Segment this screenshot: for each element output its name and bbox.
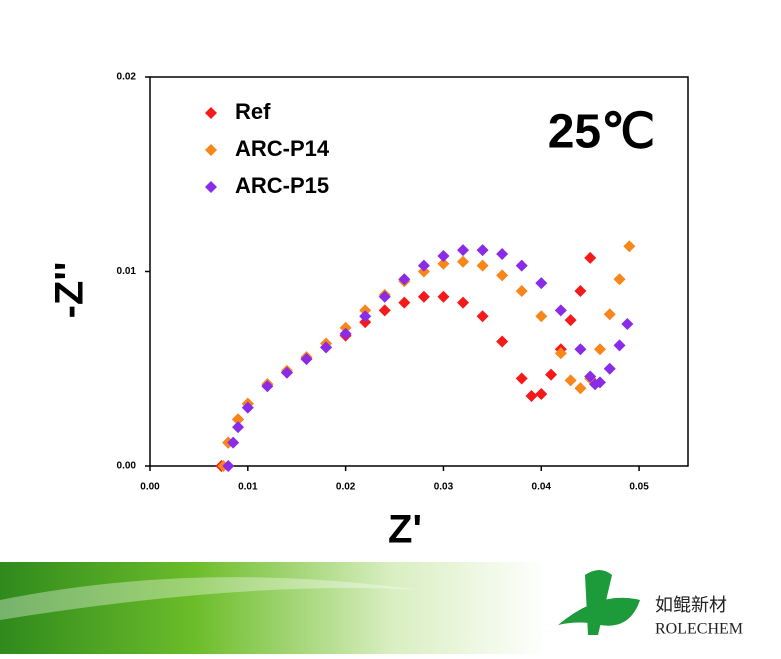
- data-point: [564, 374, 577, 387]
- data-point: [437, 257, 450, 270]
- data-point: [378, 290, 391, 303]
- data-point: [525, 389, 538, 402]
- data-point: [496, 269, 509, 282]
- data-point: [593, 343, 606, 356]
- data-point: [545, 368, 558, 381]
- data-point: [280, 366, 293, 379]
- legend-marker: [205, 107, 217, 119]
- data-point: [584, 251, 597, 264]
- data-point: [554, 347, 567, 360]
- data-point: [457, 255, 470, 268]
- data-point: [593, 376, 606, 389]
- data-point: [603, 308, 616, 321]
- data-point: [574, 284, 587, 297]
- legend-marker: [205, 144, 217, 156]
- data-point: [261, 380, 274, 393]
- x-tick-label: 0.03: [434, 482, 454, 493]
- data-point: [535, 388, 548, 401]
- data-point: [554, 304, 567, 317]
- data-point: [222, 460, 235, 472]
- data-point: [584, 370, 597, 383]
- logo-mark: [558, 570, 640, 635]
- x-tick-label: 0.01: [238, 482, 258, 493]
- data-point: [613, 273, 626, 286]
- legend-label: ARC-P15: [235, 173, 329, 198]
- data-point: [437, 290, 450, 303]
- y-tick-label: 0.02: [117, 72, 137, 83]
- data-point: [241, 401, 254, 414]
- data-point: [398, 296, 411, 309]
- data-point: [359, 310, 372, 323]
- data-point: [232, 413, 245, 426]
- data-point: [496, 335, 509, 348]
- data-point: [496, 247, 509, 260]
- data-point: [621, 318, 634, 331]
- data-point: [417, 290, 430, 303]
- x-tick-label: 0.02: [336, 482, 356, 493]
- data-point: [564, 314, 577, 327]
- data-point: [535, 310, 548, 323]
- data-point: [417, 259, 430, 272]
- data-point: [476, 310, 489, 323]
- data-point: [623, 240, 636, 253]
- chart: Z' -Z'' 25℃ 0.00 0.01 0.02 0.03 0.04 0.05 0.00…: [48, 72, 689, 552]
- x-tick-label: 0.00: [140, 482, 160, 493]
- data-point: [613, 339, 626, 352]
- data-point: [603, 362, 616, 375]
- x-axis-label: Z': [388, 508, 422, 552]
- data-point: [515, 372, 528, 385]
- footer-band: [0, 562, 781, 654]
- legend-label: Ref: [235, 99, 271, 124]
- data-point: [339, 327, 352, 340]
- data-point: [574, 343, 587, 356]
- y-axis-label: -Z'': [48, 262, 92, 319]
- data-point: [457, 244, 470, 257]
- data-point: [515, 284, 528, 297]
- data-point: [232, 421, 245, 434]
- data-point: [227, 436, 240, 449]
- annotation: 25℃: [548, 106, 655, 159]
- data-point: [300, 353, 313, 366]
- legend-marker: [205, 181, 217, 193]
- data-point: [574, 382, 587, 395]
- x-tick-label: 0.04: [532, 482, 552, 493]
- y-tick-label: 0.00: [117, 461, 137, 472]
- logo-cn: 如鲲新材: [655, 595, 727, 616]
- data-point: [437, 249, 450, 262]
- logo-en: ROLECHEM: [655, 621, 743, 638]
- footer-swoosh: [0, 577, 420, 620]
- data-point: [535, 277, 548, 290]
- data-point: [515, 259, 528, 272]
- data-point: [476, 244, 489, 257]
- y-tick-label: 0.01: [117, 266, 137, 277]
- legend-label: ARC-P14: [235, 136, 330, 161]
- data-point: [320, 341, 333, 354]
- x-tick-label: 0.05: [629, 482, 649, 493]
- data-point: [457, 296, 470, 309]
- data-point: [398, 273, 411, 286]
- data-point: [378, 304, 391, 317]
- data-point: [476, 259, 489, 272]
